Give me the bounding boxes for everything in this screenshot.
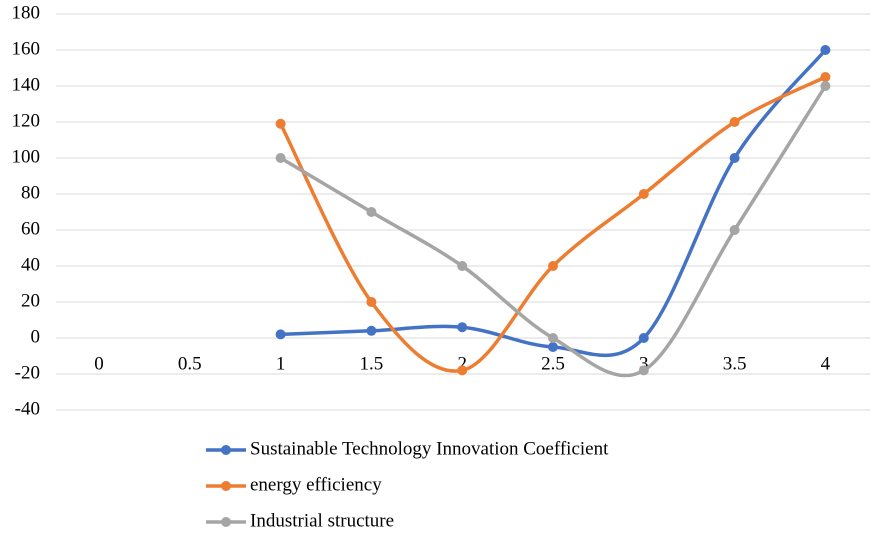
y-tick-label: 20	[21, 290, 40, 311]
data-point	[548, 261, 558, 271]
data-point	[820, 45, 831, 55]
data-point	[275, 118, 286, 129]
legend-label: Industrial structure	[250, 510, 394, 531]
x-tick-label: 3.5	[723, 353, 747, 374]
data-point	[820, 81, 831, 91]
legend-swatch-marker	[221, 481, 231, 491]
data-point	[366, 207, 377, 217]
x-tick-label: 1.5	[360, 353, 384, 374]
legend: Sustainable Technology Innovation Coeffi…	[206, 438, 609, 531]
series-1	[275, 45, 831, 358]
y-tick-label: 40	[21, 254, 40, 275]
y-axis-tick-labels: 180 160 140 120 100 80 60 40 20 0 -20 -40	[12, 2, 41, 419]
y-tick-label: 60	[21, 218, 40, 239]
x-tick-label: 0	[94, 353, 104, 374]
data-point	[548, 333, 558, 343]
y-tick-label: 100	[12, 146, 41, 167]
legend-swatch-marker	[221, 445, 231, 455]
gridlines	[56, 13, 870, 411]
legend-entry: Industrial structure	[206, 510, 394, 531]
series-line	[278, 48, 828, 358]
data-point	[457, 365, 468, 376]
data-point	[729, 117, 740, 127]
data-point	[638, 189, 649, 199]
legend-label: energy efficiency	[250, 474, 382, 495]
data-point	[638, 365, 649, 376]
y-tick-label: -40	[15, 398, 40, 419]
data-point	[366, 297, 377, 307]
y-tick-label: 120	[12, 110, 41, 131]
x-tick-label: 2	[457, 353, 467, 374]
data-point	[729, 225, 740, 235]
x-tick-label: 4	[821, 353, 831, 374]
x-axis-tick-labels: 0 0.5 1 1.5 2 2.5 3 3.5 4	[94, 353, 830, 374]
x-tick-label: 0.5	[178, 353, 202, 374]
series-2	[275, 72, 831, 376]
x-tick-label: 3	[639, 353, 649, 374]
data-point	[275, 329, 286, 340]
data-point	[275, 153, 286, 163]
legend-swatch-marker	[221, 517, 231, 527]
y-tick-label: 0	[31, 326, 41, 347]
series-line	[278, 75, 828, 373]
data-point	[457, 261, 468, 271]
y-tick-label: 180	[12, 2, 41, 23]
y-tick-label: -20	[15, 362, 40, 383]
data-point	[820, 72, 831, 82]
data-point	[457, 322, 468, 333]
legend-label: Sustainable Technology Innovation Coeffi…	[250, 438, 609, 459]
x-tick-label: 2.5	[541, 353, 565, 374]
series-layer	[275, 45, 831, 378]
data-point	[729, 153, 740, 163]
y-tick-label: 160	[12, 38, 41, 59]
y-tick-label: 80	[21, 182, 40, 203]
legend-entry: Sustainable Technology Innovation Coeffi…	[206, 438, 609, 459]
series-3	[275, 81, 831, 378]
data-point	[638, 333, 649, 343]
y-tick-label: 140	[12, 74, 41, 95]
x-tick-label: 1	[276, 353, 286, 374]
data-point	[548, 342, 558, 352]
legend-entry: energy efficiency	[206, 474, 382, 495]
data-point	[366, 325, 377, 336]
